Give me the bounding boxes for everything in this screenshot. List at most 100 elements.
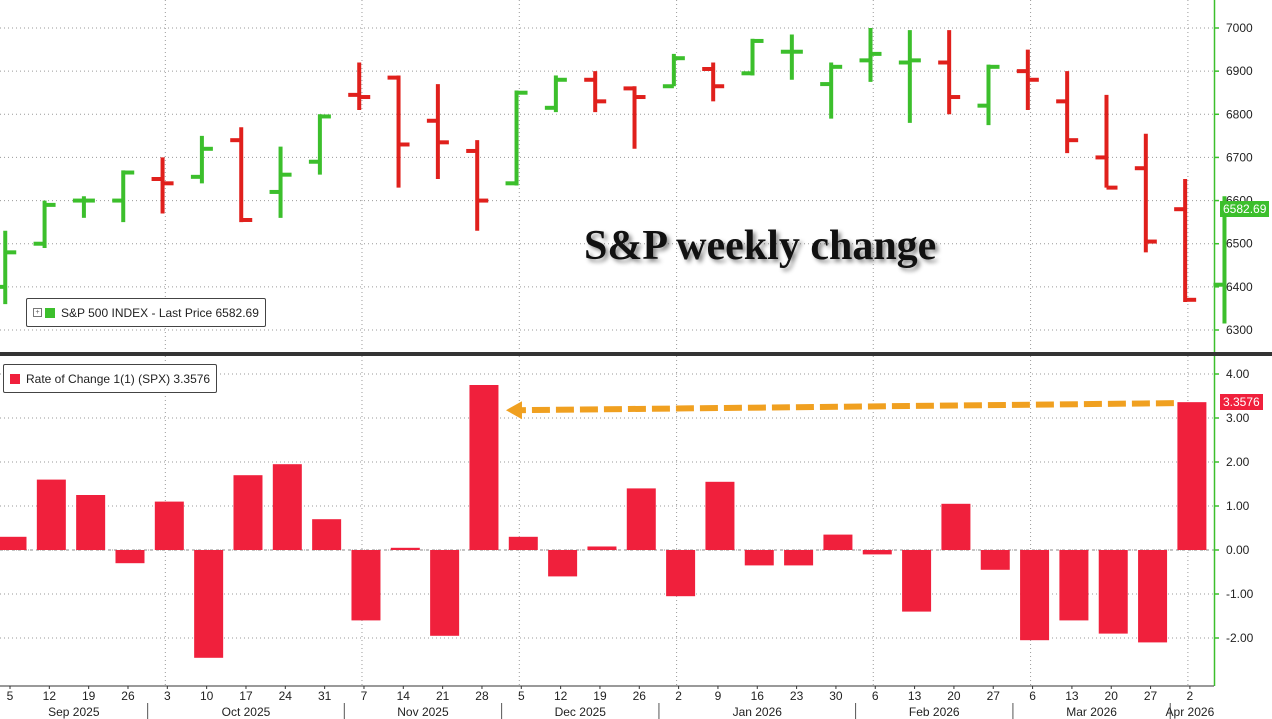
roc-bar [1059,550,1089,621]
x-tick-label: 23 [790,689,804,703]
price-bar [1095,94,1118,190]
price-bar [898,30,921,123]
roc-bar [1177,402,1207,550]
x-tick-label: 10 [200,689,214,703]
x-tick-label: 27 [1144,689,1158,703]
x-tick-label: 16 [751,689,765,703]
roc-bar [469,385,499,550]
price-bar [1056,71,1079,154]
price-bar [0,230,17,305]
price-tick-label: 6800 [1226,107,1253,121]
price-bar [33,200,56,249]
x-tick-label: 21 [436,689,450,703]
roc-bar [666,550,696,597]
price-tick-label: 7000 [1226,21,1253,35]
x-tick-label: 13 [908,689,922,703]
x-tick-label: 5 [7,689,14,703]
roc-bar [233,475,263,550]
x-tick-label: 26 [633,689,647,703]
x-tick-label: 6 [1029,689,1036,703]
x-tick-label: 9 [715,689,722,703]
price-bar [623,86,646,149]
price-bar [190,135,213,184]
roc-bar [902,550,932,612]
price-bar [544,75,567,113]
roc-bar [272,464,302,550]
roc-bar [430,550,460,636]
roc-tick-label: 1.00 [1226,499,1250,513]
roc-bar [508,536,538,550]
price-bar [820,62,843,119]
roc-bar [1020,550,1050,641]
x-tick-label: 17 [239,689,253,703]
roc-tick-label: -1.00 [1226,587,1254,601]
x-tick-label: 19 [82,689,96,703]
roc-tick-label: -2.00 [1226,631,1254,645]
price-bar [1016,49,1039,110]
price-bar [1134,133,1157,253]
price-bar [741,38,764,76]
roc-last-value-tag: 3.3576 [1220,394,1263,410]
x-tick-label: 27 [987,689,1001,703]
roc-bar [1138,550,1168,643]
price-bar [387,75,410,188]
roc-bar [744,550,774,566]
roc-legend: Rate of Change 1(1) (SPX) 3.3576 [3,364,218,393]
month-label: Feb 2026 [909,705,960,719]
x-tick-label: 28 [475,689,489,703]
roc-bar [862,550,892,555]
x-tick-label: 12 [43,689,57,703]
price-bar [230,127,253,223]
roc-bar [0,536,27,550]
price-legend-label: S&P 500 INDEX - Last Price 6582.69 [61,305,259,320]
legend-swatch-red [10,373,20,384]
x-tick-label: 24 [279,689,293,703]
month-label: Dec 2025 [555,705,607,719]
legend-expand-icon[interactable]: + [33,308,42,317]
price-bar [780,34,803,80]
roc-bar [36,479,66,550]
x-tick-label: 19 [593,689,607,703]
month-label: Mar 2026 [1066,705,1117,719]
price-bar [662,53,685,89]
x-tick-label: 2 [675,689,682,703]
x-tick-label: 26 [121,689,135,703]
x-tick-label: 30 [829,689,843,703]
price-tick-label: 6700 [1226,150,1253,164]
roc-bar [941,503,971,550]
roc-bar [626,488,656,550]
price-bar [702,62,725,102]
roc-bar [76,495,106,550]
month-label: Oct 2025 [222,705,271,719]
price-bar [938,30,961,115]
x-tick-label: 20 [947,689,961,703]
roc-bar [154,501,184,550]
month-label: Sep 2025 [48,705,100,719]
price-bar [112,170,135,223]
roc-legend-label: Rate of Change 1(1) (SPX) 3.3576 [26,371,211,386]
roc-bar [784,550,814,566]
roc-bar [980,550,1010,570]
price-bar [859,28,882,82]
price-tick-label: 6300 [1226,323,1253,337]
x-tick-label: 20 [1105,689,1119,703]
price-bar [308,114,331,175]
price-last-value-tag: 6582.69 [1220,201,1270,217]
price-bar [72,196,95,218]
arrow-head [505,401,522,420]
price-bar [584,71,607,113]
roc-bar [587,546,617,550]
x-tick-label: 5 [518,689,525,703]
price-bar [466,140,489,231]
month-label: Apr 2026 [1166,705,1215,719]
price-bar [269,146,292,218]
price-bar [348,62,371,110]
chart-annotation: S&P weekly change [584,223,937,269]
price-tick-label: 6900 [1226,64,1253,78]
roc-bar [312,519,342,550]
price-tick-label: 6400 [1226,280,1253,294]
price-bar [505,90,528,186]
x-tick-label: 12 [554,689,568,703]
